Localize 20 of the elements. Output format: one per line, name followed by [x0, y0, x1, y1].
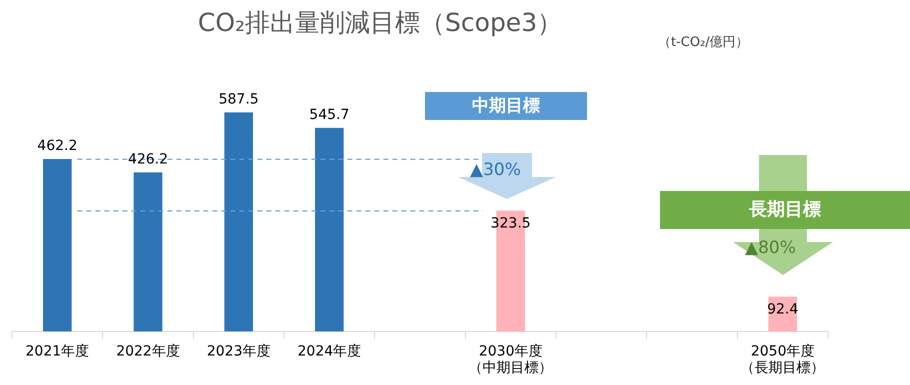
annotation: ▲80% — [745, 238, 796, 258]
data-label: 462.2 — [37, 138, 78, 154]
annotation: ▲30% — [470, 160, 521, 180]
data-label: 426.2 — [128, 151, 168, 168]
data-label: 545.7 — [309, 106, 350, 123]
chart-title: CO₂排出量削減目標（Scope3） — [196, 7, 564, 39]
x-tick-label: 2050年度（長期目標） — [740, 343, 825, 376]
x-tick-label: 2022年度 — [116, 343, 180, 360]
x-tick-label: 2023年度 — [206, 343, 270, 360]
data-label: 587.5 — [218, 91, 259, 108]
x-tick-label: 2021年度 — [26, 343, 90, 360]
x-tick-label: 2030年度（中期目標） — [468, 343, 553, 376]
data-label: 92.4 — [767, 302, 798, 318]
bar — [43, 158, 72, 332]
x-tick-label: 2024年度 — [298, 343, 362, 360]
bar — [315, 128, 344, 332]
text: （t-CO₂/億円） — [658, 34, 749, 51]
data-label: 323.5 — [490, 216, 531, 232]
bar — [224, 112, 253, 332]
bar — [134, 172, 162, 332]
